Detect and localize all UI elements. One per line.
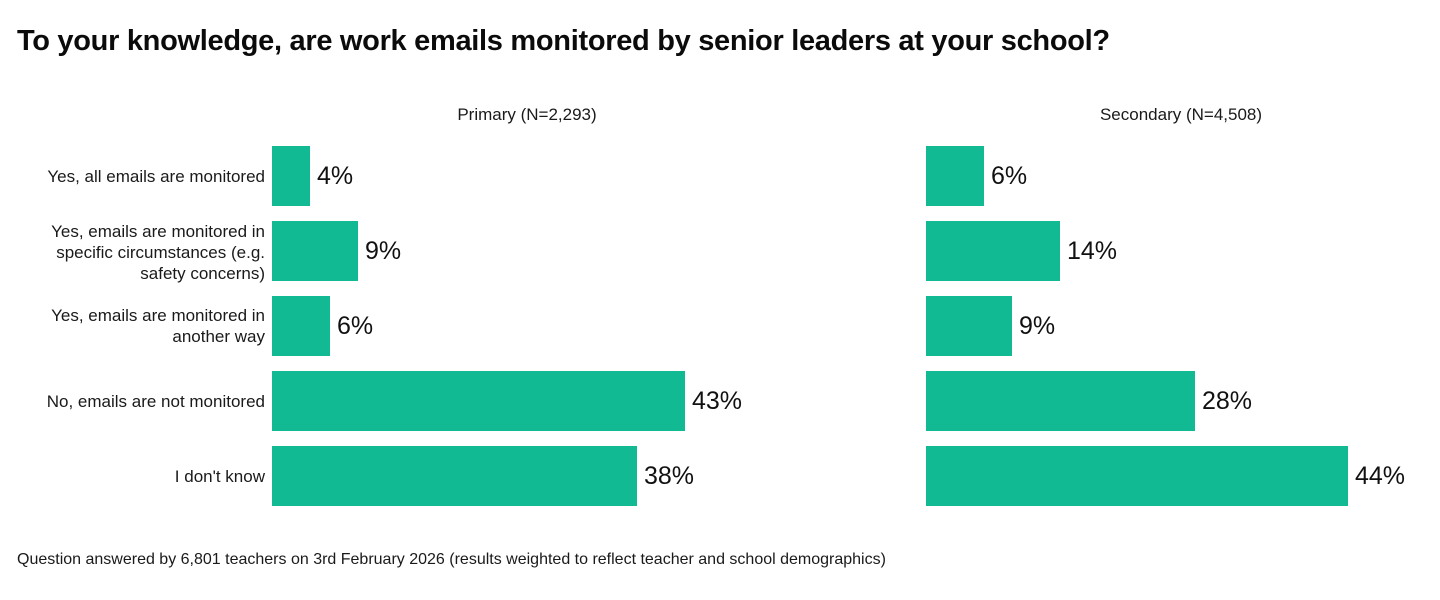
bar-value-label: 9% [365, 237, 402, 265]
bar [926, 146, 984, 206]
bar-value-label: 38% [644, 462, 695, 490]
category-label: I don't know [174, 466, 265, 486]
bar [926, 296, 1012, 356]
bar-cell: 38% [272, 446, 926, 506]
chart-rows: Yes, all emails are monitored 4% 6% Yes,… [0, 146, 1440, 506]
bar-cell: 43% [272, 371, 926, 431]
chart-row: Yes, emails are monitored in specific ci… [0, 221, 1440, 283]
bar-cell: 44% [926, 446, 1440, 506]
bar-value-label: 6% [337, 312, 374, 340]
bar-value-label: 6% [991, 162, 1028, 190]
bar-value-label: 43% [692, 387, 743, 415]
chart-page: To your knowledge, are work emails monit… [0, 24, 1440, 600]
chart-row: I don't know 38% 44% [0, 446, 1440, 506]
bar-cell: 14% [926, 221, 1440, 281]
bar [272, 221, 358, 281]
category-label: Yes, all emails are monitored [47, 166, 265, 186]
bar [272, 446, 637, 506]
bar-cell: 9% [272, 221, 926, 281]
bar-cell: 6% [926, 146, 1440, 206]
category-label: No, emails are not monitored [46, 391, 265, 411]
bar-cell: 4% [272, 146, 926, 206]
bar [926, 446, 1348, 506]
bar-cell: 6% [272, 296, 926, 356]
chart-row: Yes, all emails are monitored 4% 6% [0, 146, 1440, 206]
bar [926, 371, 1195, 431]
header-spacer [0, 104, 272, 125]
bar-value-label: 28% [1202, 387, 1253, 415]
bar-cell: 9% [926, 296, 1440, 356]
chart-title: To your knowledge, are work emails monit… [17, 25, 1110, 57]
bar [272, 146, 310, 206]
bar-value-label: 44% [1355, 462, 1406, 490]
bar [272, 371, 685, 431]
bar-cell: 28% [926, 371, 1440, 431]
category-label: Yes, emails are monitored in specific ci… [51, 222, 265, 283]
bar [926, 221, 1060, 281]
category-label: Yes, emails are monitored in another way [51, 306, 265, 346]
panel-headers: Primary (N=2,293) Secondary (N=4,508) [0, 104, 1440, 125]
bar-value-label: 14% [1067, 237, 1118, 265]
panel-header-secondary: Secondary (N=4,508) [1099, 105, 1263, 124]
chart-footnote: Question answered by 6,801 teachers on 3… [17, 551, 886, 568]
chart-row: No, emails are not monitored 43% 28% [0, 371, 1440, 431]
panel-header-primary: Primary (N=2,293) [457, 105, 597, 124]
bar [272, 296, 330, 356]
bar-value-label: 4% [317, 162, 354, 190]
chart-row: Yes, emails are monitored in another way… [0, 296, 1440, 356]
bar-value-label: 9% [1019, 312, 1056, 340]
